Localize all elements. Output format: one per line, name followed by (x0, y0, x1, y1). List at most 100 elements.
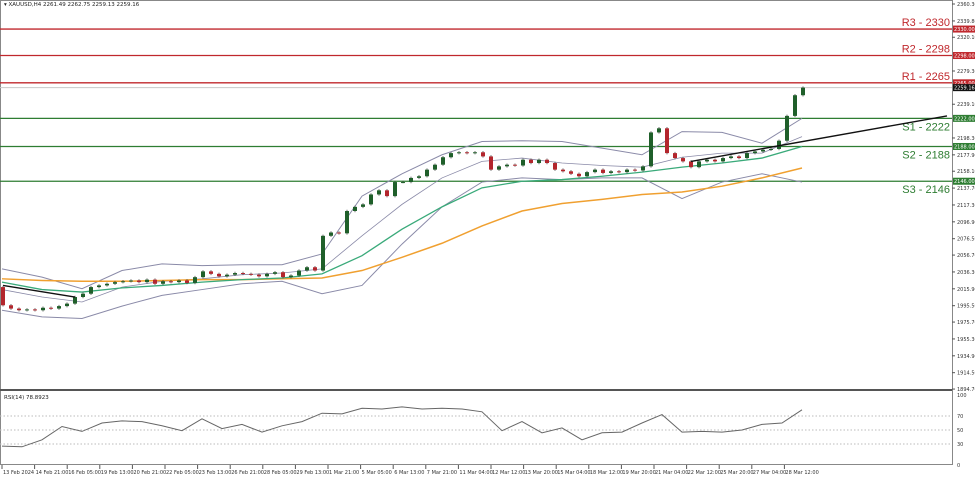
candle (81, 292, 85, 299)
candle-body (49, 307, 53, 309)
candle-body (529, 159, 533, 164)
price-tag (953, 114, 975, 122)
candle-body (657, 128, 661, 133)
candle (233, 271, 237, 276)
candle-body (393, 182, 397, 197)
candle-body (233, 273, 237, 275)
candle (73, 295, 77, 305)
candle (489, 155, 493, 171)
candle-body (169, 281, 173, 283)
trendline (690, 115, 948, 163)
y-tick-label: 2036.30 (957, 270, 975, 276)
candle-body (65, 303, 69, 307)
rsi-tick-label: 70 (957, 414, 963, 420)
candle (473, 151, 477, 155)
candle-body (137, 280, 141, 283)
candle (1, 285, 5, 307)
candle-body (321, 235, 325, 271)
candle (465, 151, 469, 155)
candle-body (361, 204, 365, 207)
candle (777, 139, 781, 151)
candle (665, 127, 669, 155)
candle (625, 168, 629, 174)
y-tick-label: 2015.90 (957, 287, 975, 293)
candle-body (161, 281, 165, 284)
candle (745, 151, 749, 160)
bollinger-upper (1, 117, 803, 290)
candle-body (337, 232, 341, 234)
candle-body (257, 274, 261, 277)
candle-body (753, 151, 757, 154)
y-tick-label: 2117.30 (957, 203, 975, 209)
candle-body (345, 210, 349, 234)
candle (121, 280, 125, 284)
support-label: S3 - 2146 (902, 184, 950, 196)
x-tick-label: 26 Feb 21:00 (231, 470, 264, 476)
chart-header: ▾ XAUUSD,H4 2261.49 2262.75 2259.13 2259… (4, 2, 139, 8)
candle (49, 306, 53, 310)
candle (617, 170, 621, 174)
candle-body (489, 156, 493, 170)
bollinger-middle (1, 136, 803, 303)
candle (113, 280, 117, 286)
rsi-tick-label: 0 (957, 463, 960, 469)
candle-body (521, 159, 525, 166)
candle (305, 265, 309, 272)
candle (513, 163, 517, 167)
candle (649, 131, 653, 168)
y-tick-label: 2076.50 (957, 237, 975, 243)
price-tag (953, 177, 975, 185)
candle (25, 308, 29, 312)
candle (537, 158, 541, 165)
y-tick-label: 2198.30 (957, 136, 975, 142)
candle (433, 163, 437, 171)
price-tag-label: 2146.00 (954, 179, 975, 185)
candle (273, 270, 277, 276)
rsi-tick-label: 50 (957, 428, 963, 434)
candle-body (465, 152, 469, 154)
candle (241, 271, 245, 276)
candle-body (697, 161, 701, 168)
candle-body (121, 281, 125, 283)
candle (105, 282, 109, 287)
candle-body (97, 285, 101, 288)
candle (385, 189, 389, 198)
candle-body (641, 166, 645, 171)
collapse-triangle-icon[interactable]: ▾ (4, 2, 7, 8)
candle (593, 168, 597, 174)
x-tick-label: 27 Mar 04:00 (753, 470, 786, 476)
candle (177, 279, 181, 284)
x-tick-label: 6 Mar 13:00 (394, 470, 424, 476)
candle (681, 156, 685, 163)
x-tick-label: 1 Mar 21:00 (329, 470, 359, 476)
candle-body (281, 272, 285, 278)
candle-body (409, 177, 413, 183)
x-tick-label: 13 Mar 20:00 (525, 470, 558, 476)
candle (553, 161, 557, 171)
candle (129, 279, 133, 283)
x-tick-label: 20 Feb 21:00 (133, 470, 166, 476)
candle-body (417, 176, 421, 178)
y-tick-label: 2339.80 (957, 19, 975, 25)
candle-body (273, 272, 277, 274)
candle-body (553, 163, 557, 170)
candle-body (449, 153, 453, 158)
x-tick-label: 28 Mar 12:00 (785, 470, 818, 476)
candle-body (601, 169, 605, 173)
candle-body (25, 309, 29, 311)
candle (217, 272, 221, 278)
y-tick-label: 1934.90 (957, 354, 975, 360)
candle (353, 205, 357, 213)
bollinger-lower (1, 173, 803, 320)
candle-body (681, 158, 685, 162)
current-price-label: 2259.16 (954, 86, 975, 92)
candle (225, 273, 229, 278)
candle (561, 168, 565, 173)
candle (481, 151, 485, 158)
candle (753, 150, 757, 155)
candle (193, 275, 197, 285)
candle (321, 234, 325, 272)
y-tick-label: 1995.50 (957, 304, 975, 310)
candle (769, 147, 773, 152)
